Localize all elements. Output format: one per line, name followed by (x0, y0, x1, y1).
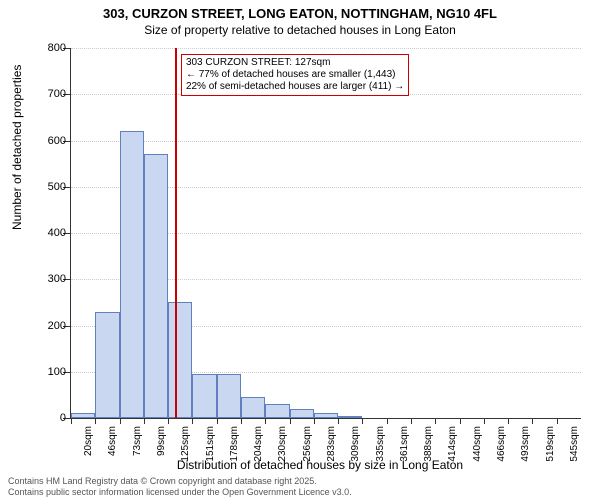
x-tick (144, 418, 145, 424)
x-tick (532, 418, 533, 424)
y-tick-label: 0 (26, 412, 66, 424)
x-tick (411, 418, 412, 424)
x-tick (508, 418, 509, 424)
chart-container: 303, CURZON STREET, LONG EATON, NOTTINGH… (0, 0, 600, 500)
x-axis-title: Distribution of detached houses by size … (0, 458, 600, 472)
x-tick (120, 418, 121, 424)
footer-line1: Contains HM Land Registry data © Crown c… (8, 476, 352, 487)
x-tick (362, 418, 363, 424)
footer-attribution: Contains HM Land Registry data © Crown c… (8, 476, 352, 498)
y-tick-label: 600 (26, 135, 66, 147)
x-tick (314, 418, 315, 424)
chart-subtitle: Size of property relative to detached ho… (0, 23, 600, 37)
histogram-bar (265, 404, 289, 418)
annotation-box: 303 CURZON STREET: 127sqm← 77% of detach… (181, 54, 409, 96)
grid-line (71, 141, 581, 142)
histogram-bar (338, 416, 362, 418)
annotation-line: 303 CURZON STREET: 127sqm (186, 57, 404, 69)
y-tick-label: 700 (26, 88, 66, 100)
y-tick-label: 400 (26, 227, 66, 239)
histogram-bar (71, 413, 95, 418)
annotation-line: 22% of semi-detached houses are larger (… (186, 81, 404, 93)
histogram-bar (241, 397, 265, 418)
histogram-bar (144, 154, 168, 418)
y-tick-label: 800 (26, 42, 66, 54)
x-tick (557, 418, 558, 424)
x-tick (338, 418, 339, 424)
histogram-bar (168, 302, 192, 418)
x-tick (387, 418, 388, 424)
histogram-bar (217, 374, 241, 418)
x-tick (460, 418, 461, 424)
chart-title: 303, CURZON STREET, LONG EATON, NOTTINGH… (0, 0, 600, 23)
annotation-line: ← 77% of detached houses are smaller (1,… (186, 69, 404, 81)
x-tick (217, 418, 218, 424)
plot-area: 010020030040050060070080020sqm46sqm73sqm… (70, 48, 581, 419)
y-tick-label: 500 (26, 181, 66, 193)
x-tick (95, 418, 96, 424)
x-tick (484, 418, 485, 424)
x-tick (435, 418, 436, 424)
y-tick-label: 100 (26, 366, 66, 378)
histogram-bar (290, 409, 314, 418)
histogram-bar (95, 312, 119, 418)
footer-line2: Contains public sector information licen… (8, 487, 352, 498)
histogram-bar (120, 131, 144, 418)
x-tick (265, 418, 266, 424)
histogram-bar (192, 374, 216, 418)
y-axis-title: Number of detached properties (10, 65, 24, 230)
x-tick (168, 418, 169, 424)
x-tick (71, 418, 72, 424)
y-tick-label: 200 (26, 320, 66, 332)
grid-line (71, 48, 581, 49)
x-tick (192, 418, 193, 424)
histogram-bar (314, 413, 338, 418)
x-tick (290, 418, 291, 424)
marker-line (175, 48, 177, 418)
y-tick-label: 300 (26, 273, 66, 285)
x-tick (241, 418, 242, 424)
